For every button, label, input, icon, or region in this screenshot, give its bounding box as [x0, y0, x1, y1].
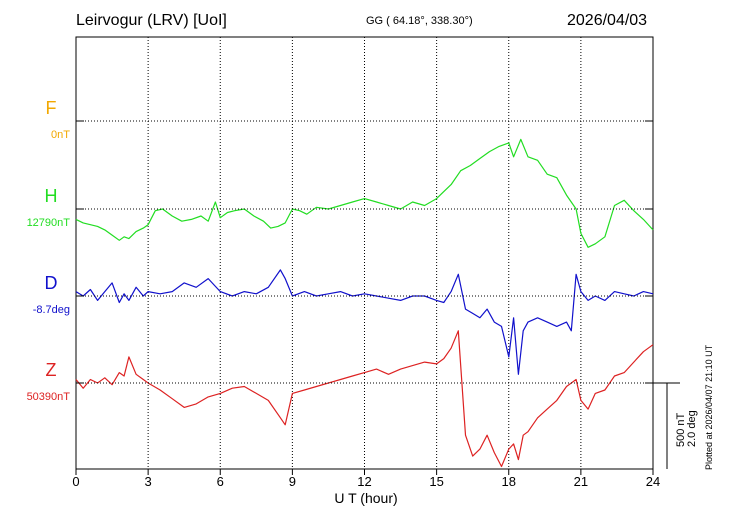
series-baseline-F: 0nT: [51, 129, 70, 141]
scale-bar-label-nt: 500 nT: [675, 412, 687, 447]
series-name-H: H: [45, 186, 58, 206]
scale-bar-label-deg: 2.0 deg: [686, 410, 698, 447]
x-tick-label-3: 3: [145, 474, 152, 489]
series-name-F: F: [46, 98, 57, 118]
x-tick-label-0: 0: [72, 474, 79, 489]
x-ticks: 0 3 6 9 12 15 18 21 24: [72, 469, 660, 489]
series-baseline-H: 12790nT: [27, 217, 71, 229]
series-line-H: [75, 138, 654, 248]
x-tick-label-21: 21: [574, 474, 588, 489]
series-name-D: D: [45, 273, 58, 293]
scale-bar: 500 nT 2.0 deg: [653, 382, 698, 469]
observation-date: 2026/04/03: [567, 12, 648, 29]
grid-lines: [147, 37, 582, 469]
plotted-note: Plotted at 2026/04/07 21:10 UT: [704, 344, 714, 470]
x-tick-label-18: 18: [502, 474, 516, 489]
series-name-Z: Z: [46, 360, 57, 380]
station-title: Leirvogur (LRV) [UoI]: [76, 12, 227, 29]
x-tick-label-12: 12: [357, 474, 371, 489]
x-tick-label-24: 24: [646, 474, 660, 489]
x-tick-label-9: 9: [289, 474, 296, 489]
series-labels: F 0nT H 12790nT D -8.7deg Z 50390nT: [27, 98, 71, 403]
series-line-Z: [75, 330, 654, 468]
series-lines: [75, 138, 654, 468]
x-axis-label: U T (hour): [334, 490, 397, 506]
x-tick-label-6: 6: [217, 474, 224, 489]
series-line-D: [75, 269, 654, 375]
station-coordinates: GG ( 64.18°, 338.30°): [366, 15, 473, 27]
x-tick-label-15: 15: [429, 474, 443, 489]
series-baseline-D: -8.7deg: [33, 304, 70, 316]
series-baselines: [76, 120, 653, 384]
series-baseline-Z: 50390nT: [27, 391, 71, 403]
